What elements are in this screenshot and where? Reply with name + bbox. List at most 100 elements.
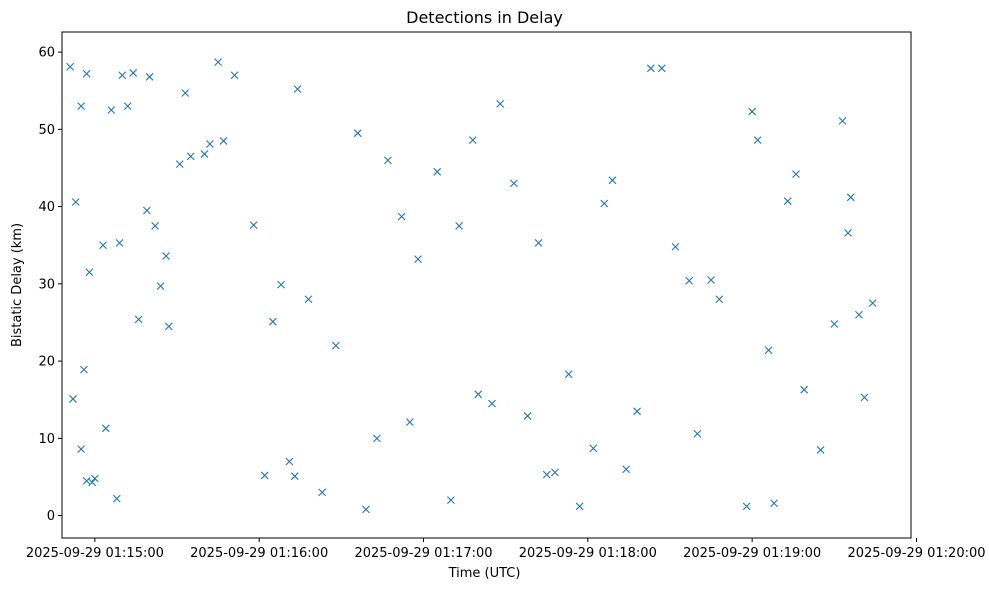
data-point: [838, 116, 847, 125]
data-point: [600, 199, 609, 208]
y-axis-ticks: 0 10 20 30 40 50 60: [38, 46, 62, 524]
data-point: [206, 140, 214, 148]
chart-title: Detections in Delay: [406, 8, 563, 27]
data-point: [551, 468, 559, 477]
data-point: [488, 399, 496, 408]
data-point: [373, 434, 381, 443]
data-point: [129, 69, 138, 77]
data-point: [268, 317, 277, 326]
data-point: [397, 212, 406, 221]
x-tick-label: 2025-09-29 01:17:00: [354, 546, 492, 561]
data-point: [405, 418, 414, 427]
data-point: [118, 71, 127, 80]
data-point: [707, 276, 715, 284]
data-point: [143, 206, 151, 215]
data-point: [685, 276, 694, 285]
data-point: [715, 295, 724, 304]
data-point: [318, 488, 327, 497]
x-axis-label: Time (UTC): [448, 566, 521, 581]
data-point: [792, 170, 800, 179]
data-point: [123, 102, 132, 111]
data-point: [214, 58, 222, 67]
y-tick-label: 30: [38, 277, 55, 292]
data-point: [80, 365, 88, 374]
data-point: [468, 136, 477, 145]
data-point: [101, 424, 110, 433]
data-point: [575, 502, 584, 511]
data-point: [496, 99, 505, 108]
data-point: [304, 295, 313, 304]
data-point: [200, 150, 209, 158]
x-tick-label: 2025-09-29 01:16:00: [190, 546, 328, 561]
data-point: [71, 198, 80, 206]
data-point: [523, 412, 532, 420]
x-tick-label: 2025-09-29 01:18:00: [519, 546, 657, 561]
data-point: [219, 137, 228, 145]
data-point: [622, 465, 631, 474]
y-tick-label: 50: [38, 123, 55, 138]
data-point: [353, 129, 362, 138]
data-point: [816, 446, 825, 454]
data-point: [99, 241, 107, 250]
data-point: [107, 106, 116, 114]
data-point: [534, 239, 543, 247]
data-point: [384, 156, 392, 165]
data-point: [764, 346, 773, 355]
y-tick-label: 20: [38, 355, 55, 370]
data-point: [277, 280, 285, 289]
y-tick-label: 40: [38, 200, 55, 215]
data-point: [90, 474, 99, 483]
data-point: [156, 282, 165, 291]
data-point: [285, 457, 294, 466]
y-axis-label: Bistatic Delay (km): [10, 223, 25, 347]
data-point: [742, 502, 751, 511]
data-point: [868, 299, 877, 308]
data-point: [290, 472, 299, 481]
data-point: [362, 505, 370, 514]
data-point: [455, 222, 464, 230]
data-point: [162, 252, 170, 260]
data-point: [82, 69, 91, 78]
data-point: [509, 179, 518, 188]
data-point: [85, 268, 94, 277]
data-point: [331, 341, 340, 350]
data-point: [175, 160, 184, 168]
data-point: [151, 222, 160, 230]
data-point: [693, 429, 702, 438]
data-point: [770, 499, 778, 508]
data-point: [186, 152, 195, 161]
data-point: [860, 393, 869, 402]
data-point: [230, 71, 239, 80]
data-point: [293, 85, 302, 94]
data-point: [66, 62, 75, 71]
data-point: [164, 322, 173, 331]
data-point: [115, 239, 124, 247]
data-point: [783, 197, 792, 206]
data-point: [433, 167, 442, 176]
data-point: [844, 228, 852, 237]
data-point: [69, 395, 77, 403]
data-point: [633, 407, 642, 416]
y-tick-label: 0: [47, 509, 55, 524]
data-point: [800, 385, 809, 394]
x-tick-label: 2025-09-29 01:15:00: [26, 546, 164, 561]
data-point: [88, 478, 97, 487]
y-tick-label: 60: [38, 46, 55, 61]
plot-frame: [61, 31, 912, 539]
data-point: [249, 221, 258, 230]
data-point: [646, 64, 655, 73]
data-point: [134, 315, 143, 324]
data-point: [855, 310, 863, 319]
x-tick-label: 2025-09-29 01:20:00: [847, 546, 985, 561]
y-tick-label: 10: [38, 432, 55, 447]
data-point: [145, 72, 154, 81]
data-point: [77, 102, 86, 111]
data-point: [608, 176, 617, 185]
data-point: [112, 494, 121, 503]
data-point: [474, 390, 483, 399]
data-point: [564, 370, 573, 379]
data-point: [671, 242, 680, 251]
data-point: [77, 445, 86, 454]
data-point: [542, 470, 551, 479]
